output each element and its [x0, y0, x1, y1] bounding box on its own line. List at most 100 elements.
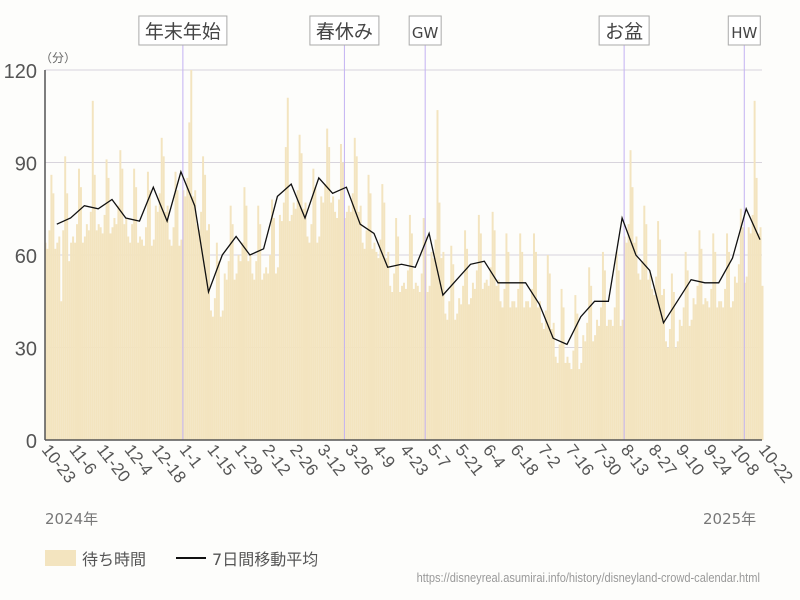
wait-time-bar: [276, 267, 279, 440]
wait-time-bar: [294, 208, 297, 440]
wait-time-bar: [326, 128, 329, 441]
wait-time-bar: [475, 270, 478, 440]
wait-time-bar: [501, 307, 504, 440]
wait-time-bar: [674, 347, 677, 440]
wait-time-bar: [753, 100, 756, 440]
wait-time-bar: [180, 239, 183, 440]
wait-time-bar: [302, 208, 305, 440]
wait-time-bar: [393, 273, 396, 440]
wait-time-bar: [336, 218, 339, 440]
wait-time-bar: [186, 177, 189, 440]
wait-time-bar: [418, 292, 421, 440]
wait-time-bar: [676, 341, 679, 440]
event-label-box: [598, 15, 650, 46]
wait-time-bar: [477, 214, 480, 440]
wait-time-bar: [131, 224, 134, 440]
wait-time-bar: [245, 205, 248, 440]
wait-time-bar: [304, 202, 307, 440]
wait-time-bar: [158, 193, 161, 440]
wait-time-bar: [599, 307, 602, 440]
x-tick-label: 10-8: [727, 441, 763, 480]
wait-time-bar: [664, 341, 667, 440]
wait-time-bar: [219, 316, 222, 440]
wait-time-bar: [729, 307, 732, 440]
wait-time-bar: [375, 251, 378, 440]
wait-time-bar: [452, 264, 455, 440]
wait-time-bar: [489, 267, 492, 440]
wait-time-bar: [74, 242, 77, 440]
wait-time-bar: [471, 282, 474, 440]
wait-time-bar: [141, 239, 144, 440]
wait-time-bar: [209, 310, 212, 440]
wait-time-bar: [143, 245, 145, 440]
wait-time-bar: [448, 301, 451, 440]
wait-time-bar: [726, 233, 729, 440]
wait-time-bar: [536, 307, 539, 440]
source-url[interactable]: https://disneyreal.asumirai.info/history…: [416, 570, 760, 585]
wait-time-bar: [416, 285, 419, 440]
wait-time-bar: [58, 236, 61, 440]
wait-time-bar: [507, 251, 510, 440]
wait-time-bar: [546, 255, 549, 440]
wait-time-bar: [466, 248, 469, 440]
y-tick-label: 60: [15, 246, 37, 268]
wait-time-bar: [389, 285, 392, 440]
wait-time-bar: [117, 205, 120, 440]
wait-time-bar: [148, 190, 151, 440]
wait-time-bar: [397, 236, 400, 440]
wait-time-bar: [259, 224, 262, 440]
wait-time-bar: [759, 227, 762, 440]
wait-time-bar: [316, 242, 319, 440]
wait-time-bar: [365, 230, 368, 440]
wait-time-bar: [657, 221, 660, 440]
wait-time-bar: [137, 242, 140, 440]
wait-time-bar: [442, 251, 445, 440]
x-tick-label: 7-16: [562, 441, 598, 480]
wait-time-bar: [580, 362, 583, 440]
wait-time-bar: [282, 202, 285, 440]
x-tick-label: 1-15: [203, 441, 239, 480]
wait-time-bar: [123, 224, 126, 440]
wait-time-bar: [509, 307, 512, 440]
wait-time-bar: [202, 156, 205, 441]
wait-time-bar: [635, 236, 638, 440]
wait-time-bar: [540, 322, 543, 440]
wait-time-bar: [194, 190, 197, 440]
wait-time-bar: [684, 251, 687, 440]
wait-time-bar: [91, 100, 94, 440]
wait-time-bar: [568, 362, 571, 440]
wait-time-bar: [314, 187, 317, 440]
wait-time-bar: [542, 329, 545, 440]
wait-time-bar: [101, 233, 104, 440]
wait-time-bar: [247, 261, 250, 440]
wait-time-bar: [229, 205, 232, 440]
y-tick-label: 120: [4, 61, 37, 83]
wait-time-bar: [306, 236, 309, 440]
wait-time-bar: [87, 230, 90, 440]
wait-time-bar: [318, 236, 321, 440]
wait-time-bar: [566, 356, 569, 440]
wait-time-bar: [292, 202, 295, 440]
y-tick-label: 0: [26, 431, 37, 453]
wait-time-bar: [529, 307, 532, 440]
wait-time-bar: [572, 350, 575, 440]
wait-time-bar: [50, 174, 53, 441]
wait-time-bar: [184, 196, 187, 440]
wait-time-bar: [227, 261, 230, 440]
wait-time-bar: [347, 205, 350, 440]
wait-time-bar: [523, 307, 526, 440]
wait-time-bar: [724, 288, 727, 440]
wait-time-bar: [497, 279, 500, 440]
wait-time-bar: [527, 301, 530, 440]
wait-time-bar: [170, 245, 173, 440]
event-label-box: [408, 15, 442, 46]
wait-time-bar: [605, 325, 608, 440]
legend-line-label: 7日間移動平均: [212, 550, 319, 569]
wait-time-bar: [231, 224, 234, 440]
wait-time-bar: [338, 199, 340, 440]
wait-time-bar: [54, 248, 57, 440]
wait-time-bar: [590, 285, 593, 440]
wait-time-bar: [213, 298, 216, 440]
wait-time-bar: [428, 285, 431, 440]
